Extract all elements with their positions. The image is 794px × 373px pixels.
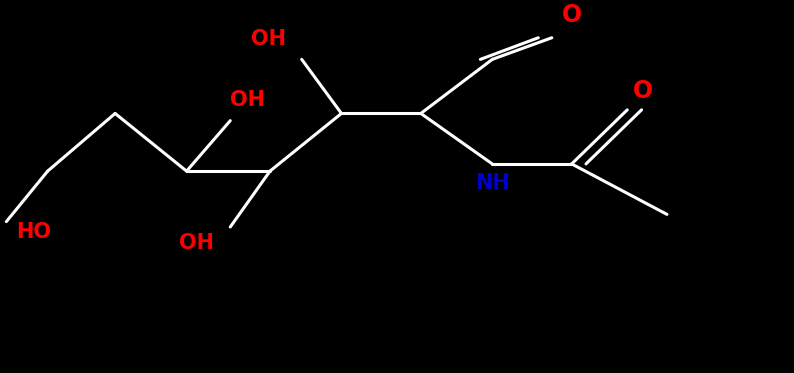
- Text: O: O: [633, 79, 653, 103]
- Text: OH: OH: [251, 29, 286, 48]
- Text: OH: OH: [179, 233, 214, 253]
- Text: O: O: [561, 3, 582, 27]
- Text: OH: OH: [230, 90, 265, 110]
- Text: NH: NH: [475, 173, 510, 193]
- Text: HO: HO: [16, 222, 51, 242]
